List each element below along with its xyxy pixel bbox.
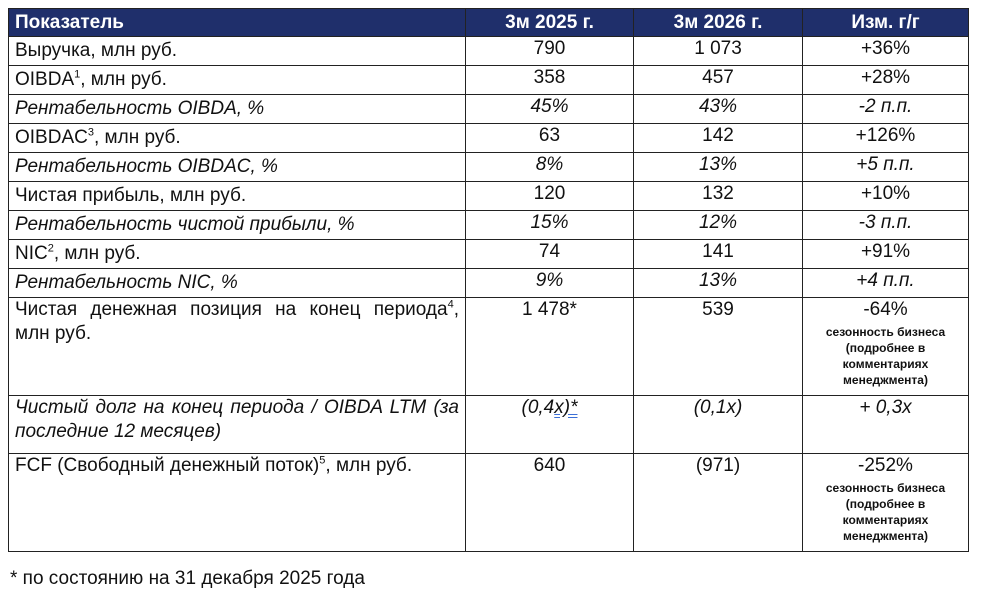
row-label-unit: , млн руб. xyxy=(53,243,141,264)
row-label: Рентабельность OIBDAC, % xyxy=(8,152,466,182)
value-2025: 120 xyxy=(465,181,634,211)
row-label: Выручка, млн руб. xyxy=(8,36,466,66)
footnote-marker: 2 xyxy=(47,242,54,255)
header-indicator: Показатель xyxy=(8,8,466,37)
value-2025: 45% xyxy=(465,94,634,124)
row-label: Чистая денежная позиция на конец периода… xyxy=(8,297,466,396)
row-label: FCF (Свободный денежный поток)5, млн руб… xyxy=(8,453,466,552)
row-label: Рентабельность NIC, % xyxy=(8,268,466,298)
table-row: NIC2, млн руб. 74 141 +91% xyxy=(8,239,969,269)
value-change: -3 п.п. xyxy=(802,210,969,240)
value-change: -64% xyxy=(863,299,908,320)
row-label: OIBDA1, млн руб. xyxy=(8,65,466,95)
value-change: +91% xyxy=(802,239,969,269)
table-row: Рентабельность чистой прибыли, % 15% 12%… xyxy=(8,210,969,240)
row-label-text: OIBDA xyxy=(15,69,75,90)
value-2026: 12% xyxy=(633,210,803,240)
value-2025: (0,4x)* xyxy=(465,395,634,454)
footnote-marker: 1 xyxy=(74,68,81,81)
value-change: +4 п.п. xyxy=(802,268,969,298)
value-2026: 457 xyxy=(633,65,803,95)
seasonality-note: сезонность бизнеса (подробнее в коммента… xyxy=(825,481,946,543)
row-label-text: OIBDAC xyxy=(15,127,88,148)
value-2025: 15% xyxy=(465,210,634,240)
row-label-unit: , млн руб. xyxy=(80,69,167,90)
table-row: OIBDAC3, млн руб. 63 142 +126% xyxy=(8,123,969,153)
footnote-marker: 3 xyxy=(87,126,94,139)
value-2025: 790 xyxy=(465,36,634,66)
value-change-cell: -64% сезонность бизнеса (подробнее в комм… xyxy=(802,297,969,396)
value-2026: 539 xyxy=(633,297,803,396)
value-2026: 1 073 xyxy=(633,36,803,66)
table-row: Чистая прибыль, млн руб. 120 132 +10% xyxy=(8,181,969,211)
header-2025: 3м 2025 г. xyxy=(465,8,634,37)
table-row: Чистый долг на конец периода / OIBDA LTM… xyxy=(8,395,969,454)
value-2025: 1 478* xyxy=(465,297,634,396)
spellcheck-underlined-text: x)* xyxy=(554,397,578,418)
value-change: -252% xyxy=(858,455,913,476)
table-row: FCF (Свободный денежный поток)5, млн руб… xyxy=(8,453,969,552)
value-change: -2 п.п. xyxy=(802,94,969,124)
value-2026: 141 xyxy=(633,239,803,269)
row-label: Рентабельность OIBDA, % xyxy=(8,94,466,124)
table-row: Выручка, млн руб. 790 1 073 +36% xyxy=(8,36,969,66)
table-header-row: Показатель 3м 2025 г. 3м 2026 г. Изм. г/… xyxy=(8,8,969,37)
row-label-unit: , млн руб. xyxy=(93,127,181,148)
value-change: +126% xyxy=(802,123,969,153)
footnote-marker: 4 xyxy=(447,298,454,311)
row-label: Чистая прибыль, млн руб. xyxy=(8,181,466,211)
value-2025: 640 xyxy=(465,453,634,552)
table-row: Рентабельность NIC, % 9% 13% +4 п.п. xyxy=(8,268,969,298)
table-row: Чистая денежная позиция на конец периода… xyxy=(8,297,969,396)
row-label-text: FCF (Свободный денежный поток) xyxy=(15,455,320,476)
footnote: * по состоянию на 31 декабря 2025 года xyxy=(10,568,365,589)
value-2025: 74 xyxy=(465,239,634,269)
footnote-marker: 5 xyxy=(319,454,326,467)
row-label-unit: , млн руб. xyxy=(325,455,413,476)
value-2026: 13% xyxy=(633,268,803,298)
value-2026: 142 xyxy=(633,123,803,153)
value-2025: 63 xyxy=(465,123,634,153)
value-2025: 9% xyxy=(465,268,634,298)
value-2026: (971) xyxy=(633,453,803,552)
header-change: Изм. г/г xyxy=(802,8,969,37)
value-2025: 8% xyxy=(465,152,634,182)
seasonality-note: сезонность бизнеса (подробнее в коммента… xyxy=(825,325,946,387)
row-label-unit: , млн руб. xyxy=(15,299,459,344)
row-label: OIBDAC3, млн руб. xyxy=(8,123,466,153)
table-row: Рентабельность OIBDA, % 45% 43% -2 п.п. xyxy=(8,94,969,124)
value-2026: 13% xyxy=(633,152,803,182)
value-2026: 132 xyxy=(633,181,803,211)
row-label: NIC2, млн руб. xyxy=(8,239,466,269)
header-2026: 3м 2026 г. xyxy=(633,8,803,37)
value-change: +5 п.п. xyxy=(802,152,969,182)
financial-table: Показатель 3м 2025 г. 3м 2026 г. Изм. г/… xyxy=(8,8,969,552)
value-2026: (0,1x) xyxy=(633,395,803,454)
value-2025: 358 xyxy=(465,65,634,95)
value-change-cell: -252% сезонность бизнеса (подробнее в ком… xyxy=(802,453,969,552)
value-change: +36% xyxy=(802,36,969,66)
value-change: +10% xyxy=(802,181,969,211)
value-change: +28% xyxy=(802,65,969,95)
row-label: Чистый долг на конец периода / OIBDA LTM… xyxy=(8,395,466,454)
table-row: OIBDA1, млн руб. 358 457 +28% xyxy=(8,65,969,95)
row-label: Рентабельность чистой прибыли, % xyxy=(8,210,466,240)
value-change: + 0,3x xyxy=(802,395,969,454)
row-label-text: NIC xyxy=(15,243,48,264)
value-2025-part: (0,4 xyxy=(521,397,555,418)
value-2026: 43% xyxy=(633,94,803,124)
row-label-text: Чистая денежная позиция на конец периода xyxy=(15,299,448,320)
table-row: Рентабельность OIBDAC, % 8% 13% +5 п.п. xyxy=(8,152,969,182)
